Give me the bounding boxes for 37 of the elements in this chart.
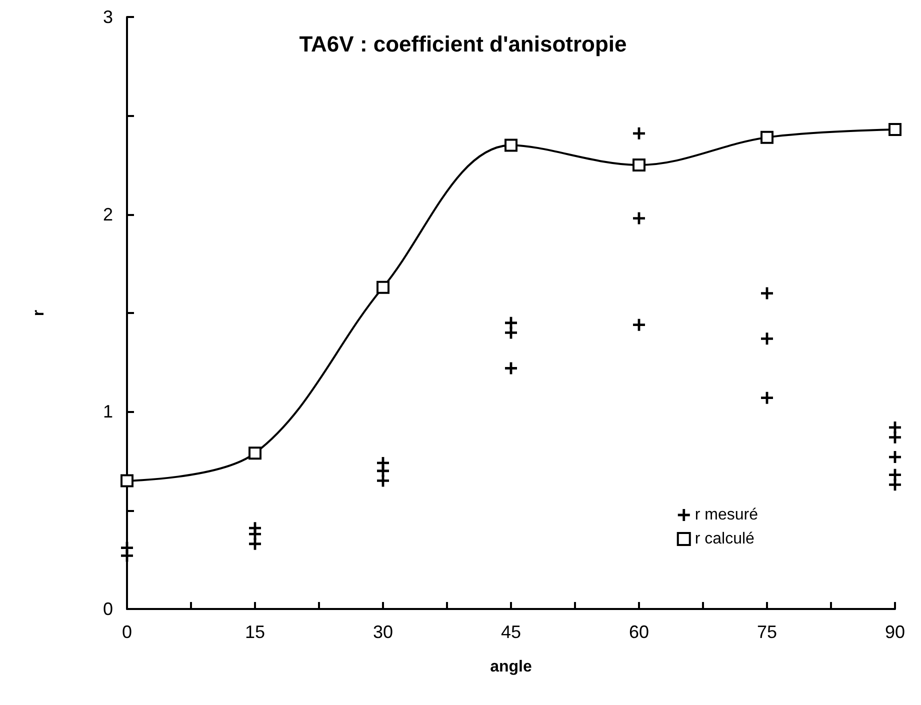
point [632, 158, 646, 172]
point [761, 287, 773, 300]
x-tick-label: 90 [884, 622, 906, 642]
point [889, 451, 901, 464]
point [505, 362, 517, 374]
legend-label: r mesuré [694, 506, 758, 524]
legend-label: r calculé [694, 530, 755, 548]
point [504, 138, 518, 152]
x-tick-label: 60 [628, 622, 650, 642]
point [249, 538, 261, 550]
x-tick-label: 30 [372, 622, 394, 642]
point [505, 326, 517, 339]
y-axis-title: r [30, 310, 48, 316]
y-tick-label: 1 [102, 402, 113, 422]
y-tick-label: 3 [102, 7, 113, 27]
point [761, 332, 773, 345]
y-tick-label: 0 [102, 599, 113, 619]
x-tick-label: 75 [756, 622, 778, 642]
point [120, 474, 134, 488]
x-tick-label: 0 [122, 622, 132, 642]
point [248, 446, 262, 460]
point [376, 280, 390, 294]
point [633, 212, 645, 224]
x-tick-label: 45 [500, 622, 522, 642]
point [633, 127, 645, 140]
point [633, 318, 645, 331]
x-tick-label: 15 [244, 622, 266, 642]
point [377, 474, 389, 487]
y-tick-label: 2 [102, 204, 113, 224]
point [889, 431, 901, 444]
text: TA6V : coefficient d'anisotropie [299, 32, 627, 56]
point [760, 130, 774, 144]
point [888, 122, 902, 136]
point [889, 478, 901, 491]
x-axis-title: angle [490, 658, 532, 676]
point [761, 392, 773, 404]
point [121, 550, 133, 562]
